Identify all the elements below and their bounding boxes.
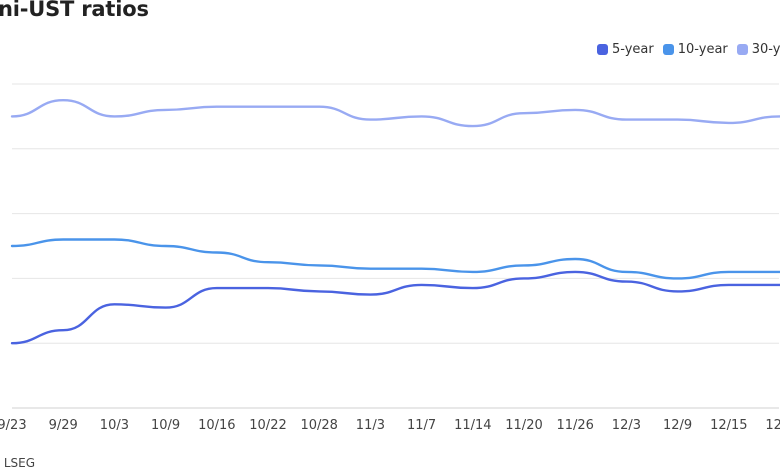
- x-tick-label: 12/3: [612, 418, 641, 433]
- x-tick-label: 11/14: [454, 418, 491, 433]
- legend-swatch-10-year: [662, 44, 674, 55]
- legend-item-30-year[interactable]: 30-year: [736, 42, 780, 57]
- x-tick-label: 11/26: [556, 418, 593, 433]
- legend-swatch-5-year: [597, 44, 608, 55]
- x-axis-ticks: 9/23 9/29 10/3 10/9 10/16 10/22 10/28 11/3 11/7 1…: [0, 418, 780, 433]
- x-tick-label: 10/9: [151, 418, 180, 433]
- legend-item-5-year[interactable]: 5-year: [597, 42, 654, 57]
- x-tick-label: 11/7: [407, 418, 436, 433]
- x-tick-label: 11/3: [356, 418, 385, 433]
- legend-item-10-year[interactable]: 10-year: [662, 42, 728, 57]
- x-tick-label: 9/29: [49, 418, 78, 433]
- chart-source: : LSEG: [0, 456, 36, 470]
- x-tick-label: 11/20: [505, 418, 542, 433]
- x-tick-label: 10/16: [198, 418, 235, 433]
- series-line-30-year: [10, 99, 780, 128]
- series-line-5-year: [10, 270, 780, 345]
- grid-lines: [12, 83, 779, 409]
- x-tick-label: 12/1: [765, 418, 780, 433]
- series-lines: [10, 99, 780, 345]
- chart-title: ni-UST ratios: [0, 0, 149, 21]
- x-tick-label: 12/9: [663, 418, 692, 433]
- chart-legend: 5-year 10-year 30-year: [597, 42, 780, 57]
- legend-label-10-year: 10-year: [677, 42, 728, 57]
- legend-label-5-year: 5-year: [612, 42, 654, 57]
- series-line-10-year: [10, 238, 780, 280]
- legend-label-30-year: 30-year: [751, 42, 780, 57]
- x-tick-label: 10/28: [300, 418, 337, 433]
- legend-swatch-30-year: [736, 44, 748, 55]
- x-tick-label: 12/15: [710, 418, 747, 433]
- x-tick-label: 9/23: [0, 418, 27, 433]
- x-tick-label: 10/22: [249, 418, 286, 433]
- x-tick-label: 10/3: [100, 418, 129, 433]
